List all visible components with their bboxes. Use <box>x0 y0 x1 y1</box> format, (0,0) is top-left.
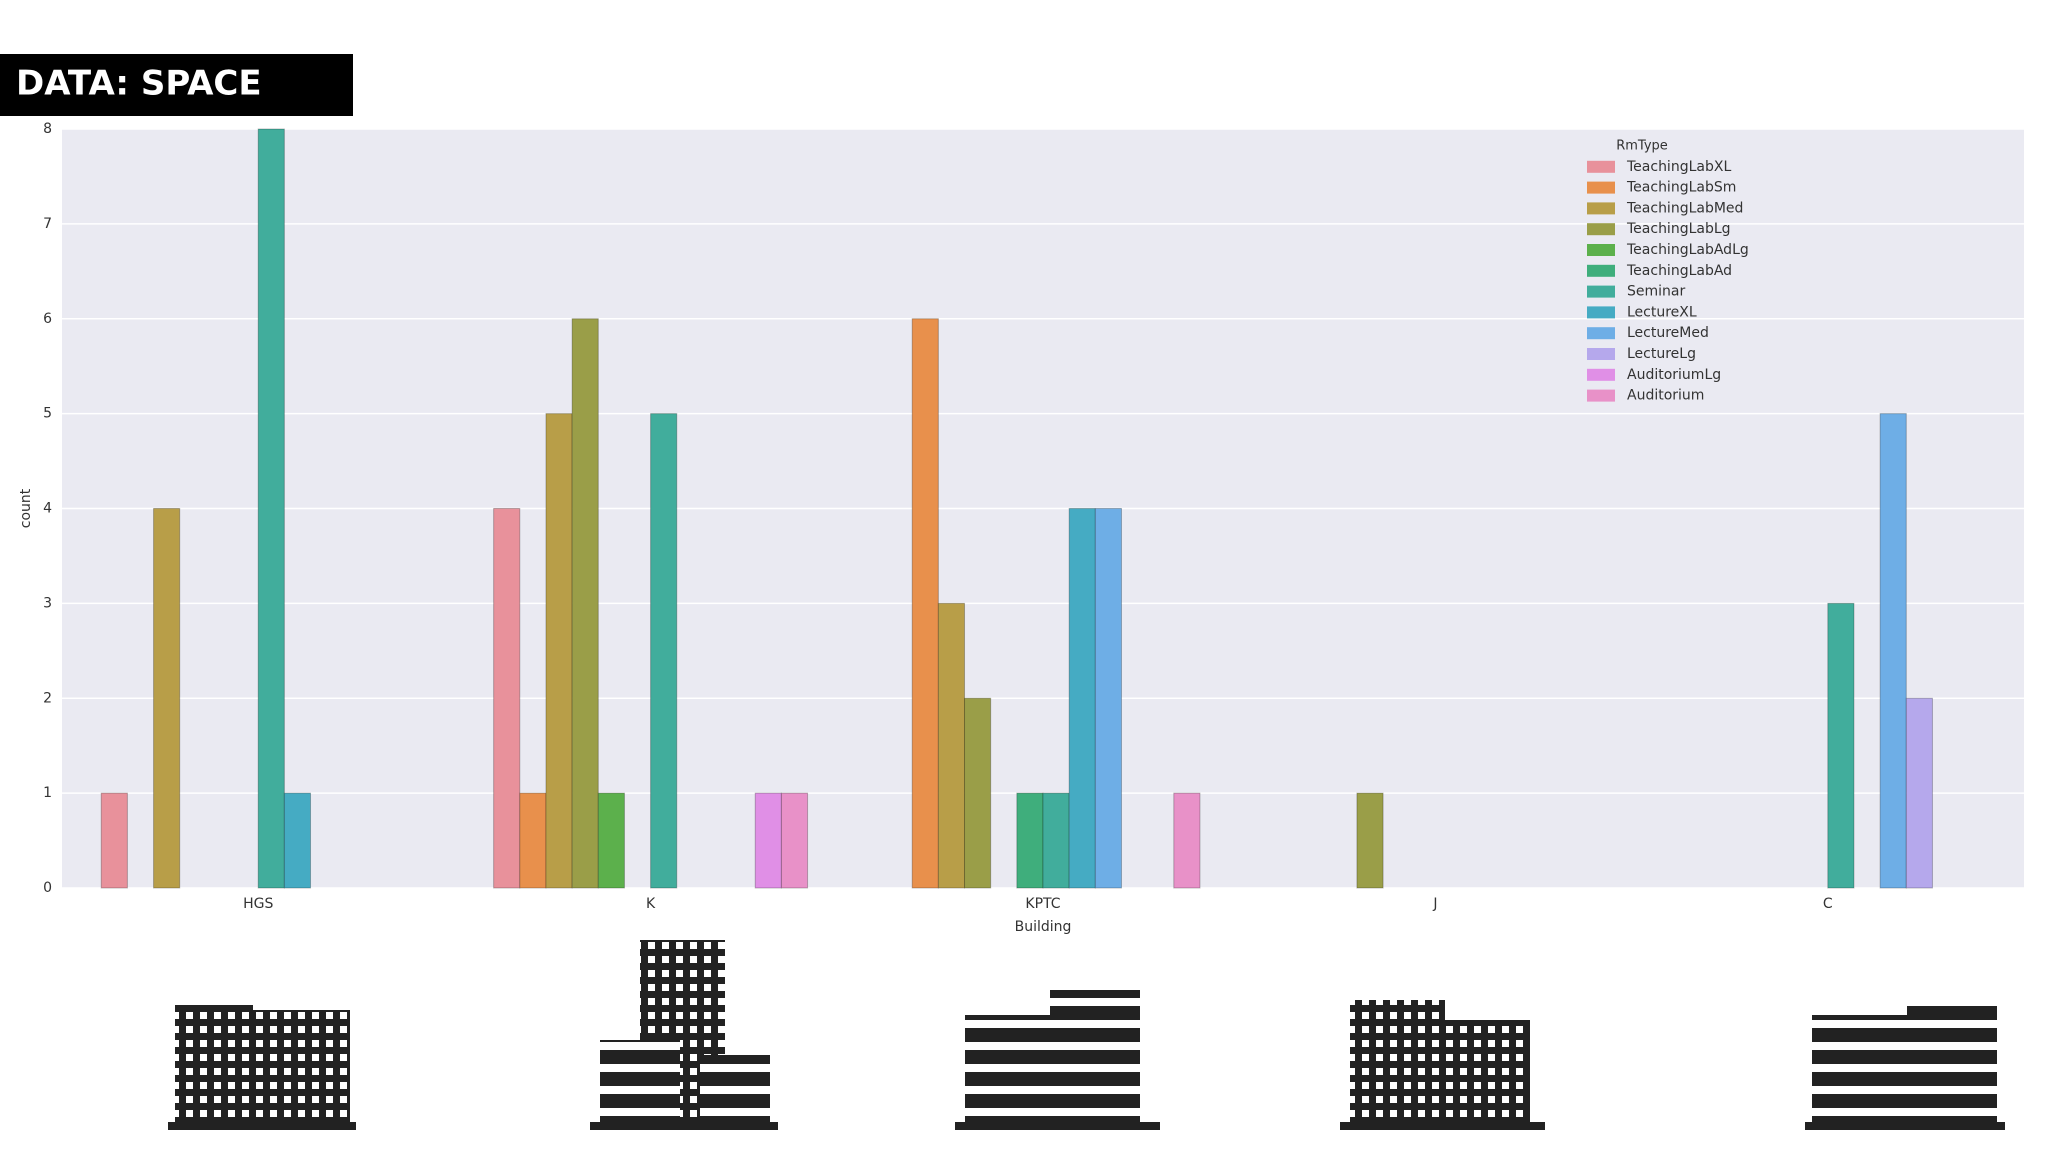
title-box <box>0 54 353 116</box>
legend-label: TeachingLabAd <box>1626 263 1732 279</box>
bar <box>964 697 992 889</box>
x-tick-label: J <box>1432 896 1437 912</box>
bar <box>1356 792 1384 889</box>
legend-label: Auditorium <box>1627 388 1704 404</box>
legend-label: TeachingLabXL <box>1626 159 1731 175</box>
legend-swatch <box>1587 223 1615 236</box>
legend-label: LectureXL <box>1627 304 1697 320</box>
bar <box>571 318 599 889</box>
legend-label: TeachingLabMed <box>1626 200 1743 216</box>
x-tick-label: HGS <box>243 896 273 912</box>
y-tick-label: 7 <box>43 216 52 232</box>
bar <box>937 602 966 889</box>
legend-label: TeachingLabAdLg <box>1626 242 1749 258</box>
y-tick-label: 4 <box>43 501 52 517</box>
y-tick-label: 8 <box>43 121 52 137</box>
x-tick-label: KPTC <box>1025 896 1060 912</box>
bar <box>1016 792 1044 889</box>
y-tick-label: 2 <box>43 690 52 706</box>
y-tick-label: 1 <box>43 785 52 801</box>
bar <box>754 792 782 889</box>
legend-swatch <box>1587 389 1615 402</box>
legend-swatch <box>1587 202 1615 215</box>
legend-label: LectureLg <box>1627 346 1696 362</box>
bar <box>911 318 939 889</box>
bar <box>493 508 521 889</box>
bar <box>545 413 573 889</box>
y-tick-label: 3 <box>43 595 52 611</box>
legend-label: LectureMed <box>1627 325 1709 341</box>
legend-swatch <box>1587 181 1615 194</box>
legend-title: RmType <box>1616 139 1668 154</box>
bar <box>1173 792 1201 889</box>
legend-swatch <box>1587 348 1615 360</box>
legend-label: TeachingLabLg <box>1626 221 1731 237</box>
legend-label: AuditoriumLg <box>1627 367 1721 383</box>
slide-title: DATA: SPACE <box>16 64 262 104</box>
legend-swatch <box>1587 285 1615 298</box>
building-icons <box>168 940 2005 1130</box>
bar <box>283 792 312 889</box>
legend-swatch <box>1587 160 1615 173</box>
bar <box>597 792 625 889</box>
x-axis-label: Building <box>1015 919 1072 935</box>
legend-swatch <box>1587 306 1615 319</box>
bar <box>519 792 547 889</box>
bar <box>153 508 181 889</box>
bar <box>1879 413 1907 889</box>
legend-swatch <box>1587 264 1615 277</box>
x-tick-label: K <box>646 896 656 912</box>
legend-swatch <box>1587 327 1615 340</box>
bar <box>1905 697 1933 889</box>
bar <box>257 128 285 889</box>
legend-swatch <box>1587 368 1615 381</box>
bar <box>650 413 678 889</box>
y-tick-label: 6 <box>43 311 52 327</box>
x-tick-label: C <box>1823 896 1833 912</box>
bar <box>780 792 809 889</box>
y-tick-label: 5 <box>43 406 52 422</box>
y-axis-label: count <box>18 488 34 528</box>
legend-label: Seminar <box>1627 284 1685 300</box>
bar <box>1827 602 1855 889</box>
legend-label: TeachingLabSm <box>1626 180 1736 196</box>
bar <box>100 792 128 889</box>
bar <box>1042 792 1070 889</box>
legend-swatch <box>1587 244 1615 256</box>
bar <box>1068 508 1096 889</box>
bar <box>1094 508 1122 889</box>
y-tick-label: 0 <box>43 880 52 896</box>
